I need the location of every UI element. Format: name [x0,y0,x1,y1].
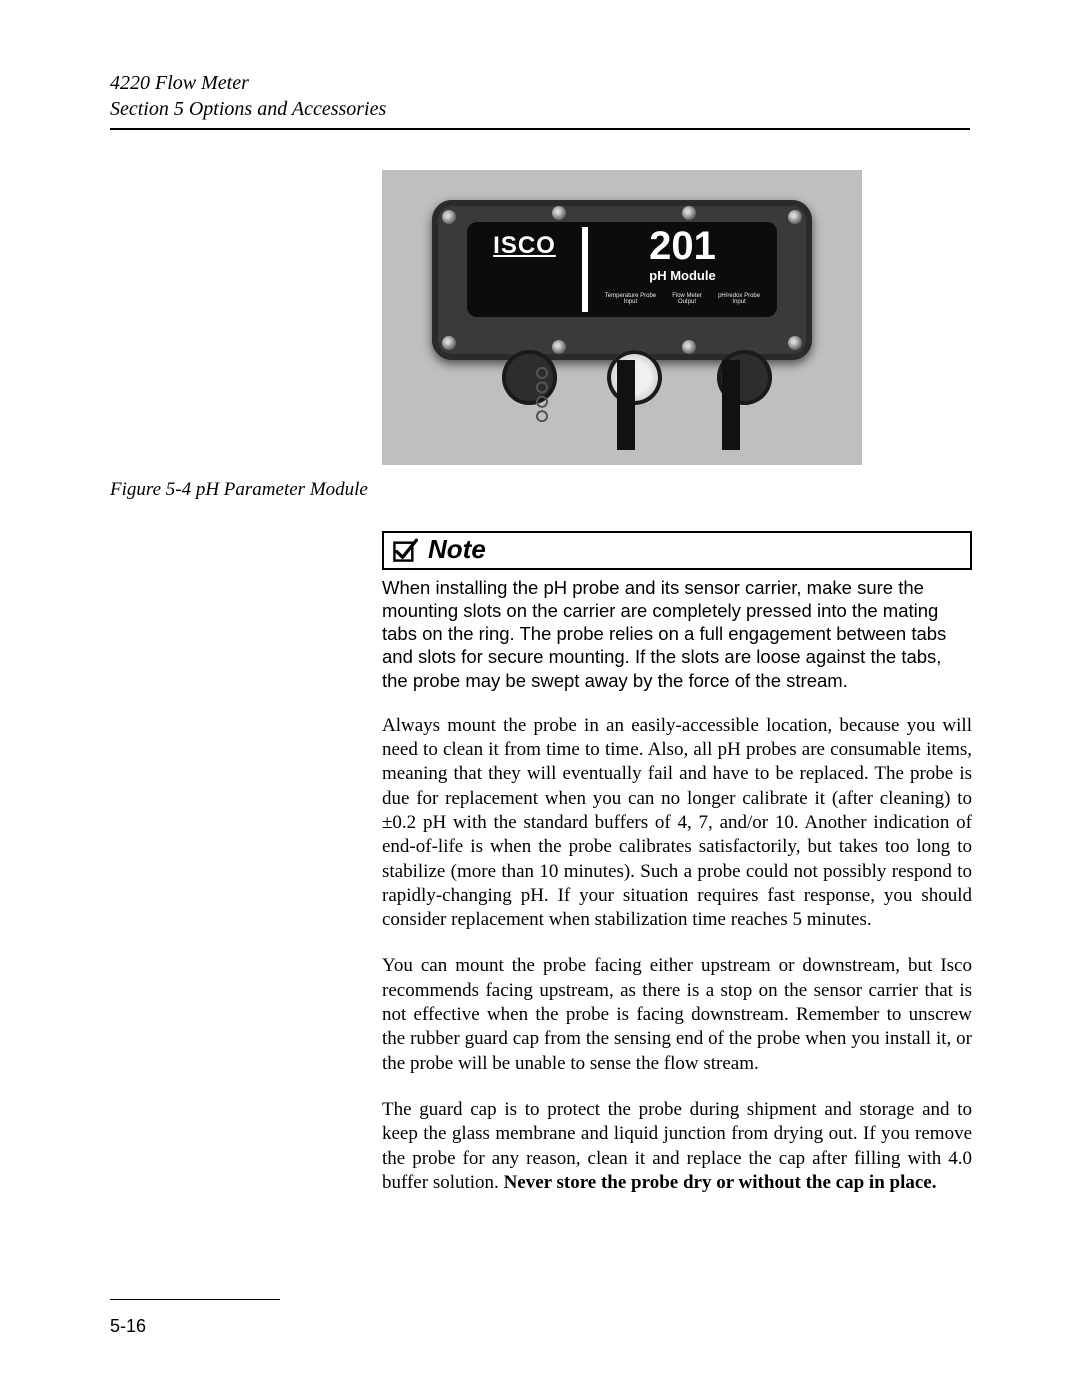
cable-icon [722,360,740,450]
faceplate-left: ISCO [467,222,582,270]
chain-icon [522,365,562,445]
screw-icon [442,336,456,350]
screw-icon [682,206,696,220]
note-header: Note [382,531,972,570]
page-number: 5-16 [110,1316,370,1337]
figure-caption: Figure 5-4 pH Parameter Module [110,479,970,501]
module-photo: ISCO 201 pH Module Temperature Probe Inp… [382,170,862,465]
faceplate-right: 201 pH Module Temperature Probe Input Fl… [588,222,777,305]
model-number: 201 [588,226,777,266]
figure-block: ISCO 201 pH Module Temperature Probe Inp… [110,170,970,501]
brand-text: ISCO [475,232,574,260]
screw-icon [442,210,456,224]
checkbox-icon [392,537,418,563]
note-label: Note [428,534,486,565]
body-paragraph-3: The guard cap is to protect the probe du… [382,1098,972,1195]
body-paragraph-2: You can mount the probe facing either up… [382,954,972,1076]
screw-icon [552,340,566,354]
header-title: 4220 Flow Meter [110,70,970,96]
module-faceplate: ISCO 201 pH Module Temperature Probe Inp… [467,222,777,317]
note-body: When installing the pH probe and its sen… [382,576,972,692]
running-header: 4220 Flow Meter Section 5 Options and Ac… [110,70,970,130]
port-labels: Temperature Probe Input Flow Meter Outpu… [588,293,777,305]
header-rule [110,128,970,130]
port-label: pH/redox Probe Input [711,293,767,305]
right-column: Note When installing the pH probe and it… [382,531,972,1195]
body-paragraph-1: Always mount the probe in an easily-acce… [382,714,972,933]
header-section: Section 5 Options and Accessories [110,96,970,122]
screw-icon [682,340,696,354]
module-enclosure: ISCO 201 pH Module Temperature Probe Inp… [432,200,812,360]
model-subtitle: pH Module [588,268,777,283]
body-paragraph-3-bold: Never store the probe dry or without the… [504,1172,937,1193]
screw-icon [552,206,566,220]
cable-icon [617,360,635,450]
footer-rule [110,1299,280,1300]
port-label: Flow Meter Output [663,293,711,305]
page: 4220 Flow Meter Section 5 Options and Ac… [110,70,970,1195]
page-footer: 5-16 [110,1299,370,1337]
screw-icon [788,336,802,350]
port-label: Temperature Probe Input [598,293,663,305]
screw-icon [788,210,802,224]
